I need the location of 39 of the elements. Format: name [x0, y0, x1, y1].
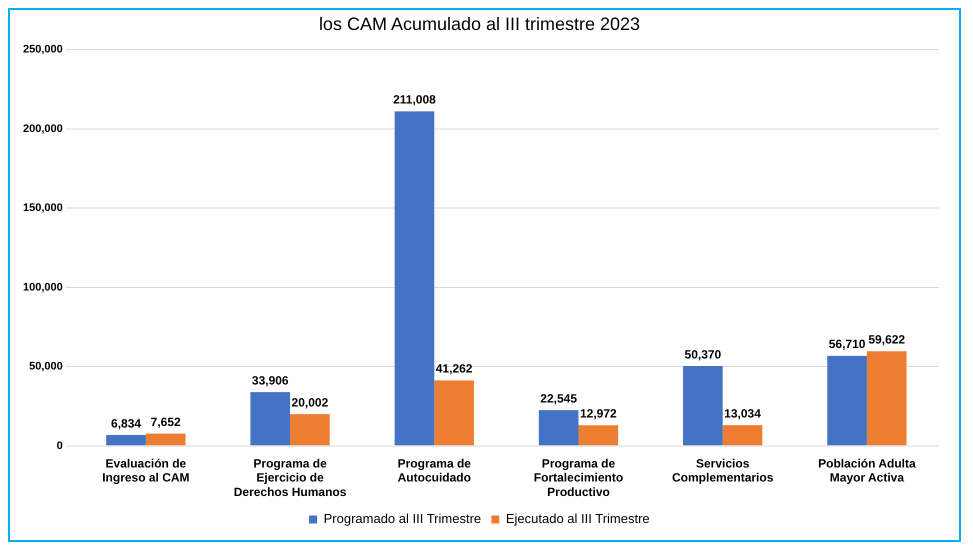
bar [866, 351, 907, 446]
x-tick-label: Servicios Complementarios [672, 456, 774, 485]
data-label: 7,652 [150, 414, 182, 429]
y-tick-label: 200,000 [22, 122, 63, 135]
data-label: 20,002 [292, 395, 329, 410]
data-label: 56,710 [828, 337, 866, 352]
bar [394, 111, 434, 446]
data-label: 12,972 [580, 406, 617, 421]
bar [290, 414, 330, 446]
data-label: 50,370 [684, 347, 722, 362]
chart-title: los CAM Acumulado al III trimestre 2023 [318, 14, 640, 34]
bar [538, 410, 578, 446]
data-label: 6,834 [111, 416, 142, 430]
bar [722, 425, 762, 446]
bar [146, 434, 186, 446]
x-tick-label: Evaluación de Ingreso al CAM [102, 456, 190, 485]
x-tick-label: Programa de Fortalecimiento Productivo [534, 456, 624, 500]
y-tick-label: 250,000 [22, 44, 63, 56]
bar [106, 434, 146, 446]
data-label: 33,906 [252, 373, 289, 388]
bar [250, 392, 290, 446]
legend-label: Programado al III Trimestre [324, 511, 482, 526]
y-tick-label: 150,000 [22, 202, 63, 214]
data-label: 59,622 [868, 332, 906, 347]
data-label: 22,545 [540, 391, 578, 406]
data-label: 13,034 [724, 406, 762, 420]
x-tick-label: Población Adulta Mayor Activa [818, 456, 916, 485]
x-tick-label: Programa de Autocuidado [398, 456, 472, 485]
bar [578, 425, 618, 446]
y-tick-label: 100,000 [22, 281, 63, 294]
y-tick-label: 0 [56, 440, 63, 452]
bar [434, 380, 474, 446]
x-tick-label: Programa de Ejercicio de Derechos Humanos [234, 456, 347, 500]
y-tick-label: 50,000 [29, 360, 63, 373]
data-label: 211,008 [393, 92, 436, 107]
bar [827, 356, 867, 446]
bar [683, 366, 723, 446]
legend-label: Ejecutado al III Trimestre [506, 511, 650, 526]
data-label: 41,262 [436, 362, 473, 376]
